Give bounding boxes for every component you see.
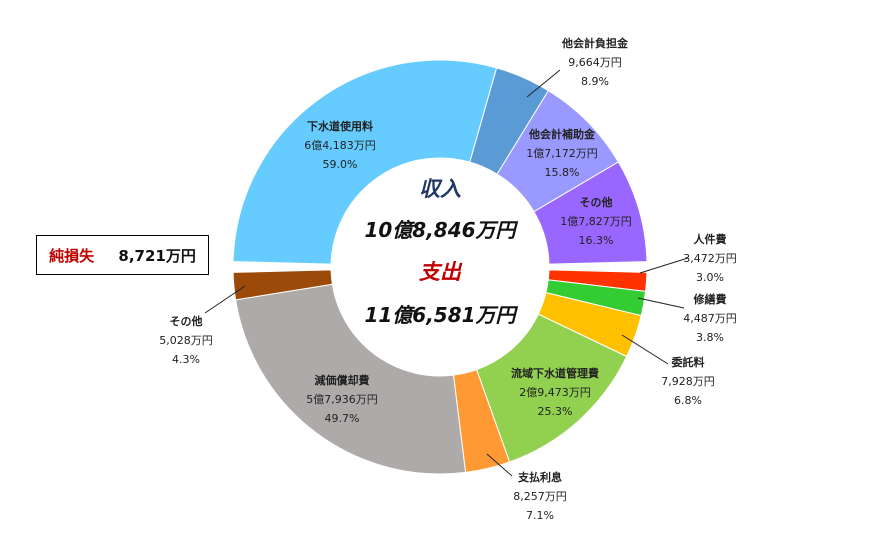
center-income-title: 収入 xyxy=(419,177,461,201)
center-expense-total: 11億6,581万円 xyxy=(364,303,518,327)
label-expense-6-percent: 4.3% xyxy=(172,353,200,366)
label-expense-1-percent: 3.8% xyxy=(696,331,724,344)
slice-income-0 xyxy=(232,59,498,265)
label-income-0-amount: 6億4,183万円 xyxy=(304,139,376,152)
slice-expense-6 xyxy=(232,269,333,301)
net-loss-box: 純損失 8,721万円 xyxy=(36,235,209,275)
leader-line-expense-2 xyxy=(621,334,669,365)
label-expense-4-name: 支払利息 xyxy=(517,470,562,484)
label-income-2-name: 他会計補助金 xyxy=(528,127,596,141)
leader-line-expense-0 xyxy=(639,257,689,274)
label-income-0-name: 下水道使用料 xyxy=(307,119,373,133)
leader-lines xyxy=(204,69,689,477)
label-expense-5-amount: 5億7,936万円 xyxy=(306,393,378,406)
label-expense-0-name: 人件費 xyxy=(694,232,727,246)
label-expense-1-amount: 4,487万円 xyxy=(683,312,737,325)
leader-line-expense-6 xyxy=(204,285,246,314)
label-expense-1-name: 修繕費 xyxy=(693,292,727,306)
label-income-1-name: 他会計負担金 xyxy=(561,36,629,50)
label-expense-2-percent: 6.8% xyxy=(674,394,702,407)
label-expense-3-name: 流域下水道管理費 xyxy=(511,366,599,380)
center-income-total: 10億8,846万円 xyxy=(364,218,518,242)
label-expense-3-percent: 25.3% xyxy=(538,405,573,418)
label-income-2-amount: 1億7,172万円 xyxy=(526,147,598,160)
label-income-3-name: その他 xyxy=(580,195,613,209)
label-expense-6-amount: 5,028万円 xyxy=(159,334,213,347)
label-income-3-amount: 1億7,827万円 xyxy=(560,215,632,228)
net-loss-value: 8,721万円 xyxy=(118,246,196,265)
label-expense-0-amount: 3,472万円 xyxy=(683,252,737,265)
leader-line-income-1 xyxy=(526,69,561,98)
label-income-1-amount: 9,664万円 xyxy=(568,56,622,69)
center-expense-title: 支出 xyxy=(419,260,463,284)
slice-expense-5 xyxy=(235,283,467,475)
net-loss-label: 純損失 xyxy=(49,246,95,265)
slice-income-3 xyxy=(533,161,648,265)
label-income-0-percent: 59.0% xyxy=(323,158,358,171)
center-text: 収入 10億8,846万円 支出 11億6,581万円 xyxy=(364,177,518,327)
donut-slices xyxy=(232,59,648,475)
label-income-2-percent: 15.8% xyxy=(545,166,580,179)
label-expense-0-percent: 3.0% xyxy=(696,271,724,284)
label-expense-2-amount: 7,928万円 xyxy=(661,375,715,388)
leader-line-expense-1 xyxy=(637,297,685,309)
label-income-3-percent: 16.3% xyxy=(579,234,614,247)
label-expense-2-name: 委託料 xyxy=(671,355,705,369)
leader-line-expense-4 xyxy=(486,453,513,477)
label-expense-4-amount: 8,257万円 xyxy=(513,490,567,503)
slice-labels: 下水道使用料 6億4,183万円 59.0% 他会計負担金 9,664万円 8.9% 他会計… xyxy=(159,36,737,522)
label-expense-5-percent: 49.7% xyxy=(325,412,360,425)
label-expense-5-name: 減価償却費 xyxy=(315,373,370,387)
label-income-1-percent: 8.9% xyxy=(581,75,609,88)
label-expense-3-amount: 2億9,473万円 xyxy=(519,386,591,399)
label-expense-6-name: その他 xyxy=(170,314,203,328)
label-expense-4-percent: 7.1% xyxy=(526,509,554,522)
